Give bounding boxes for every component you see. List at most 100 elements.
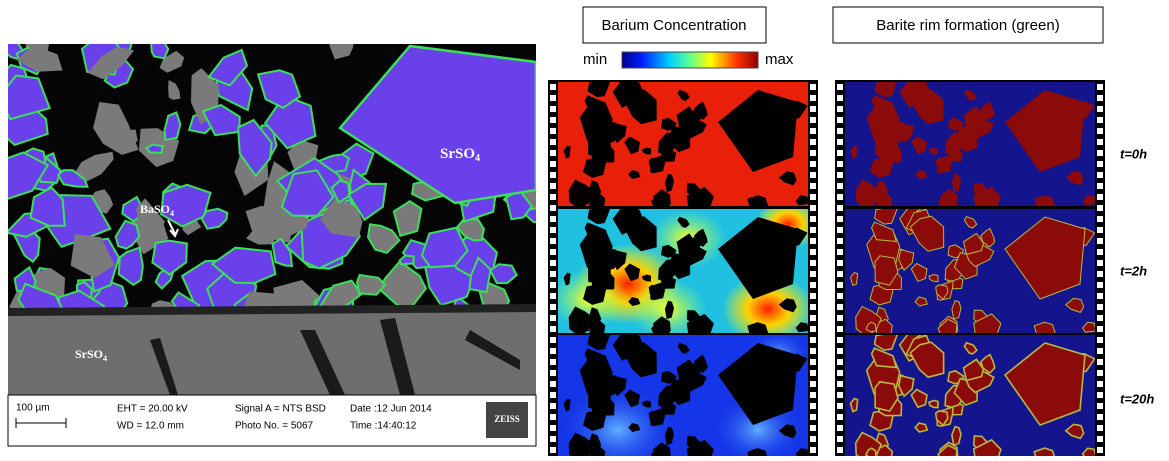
sim-panel: [558, 78, 809, 223]
sem-image: [0, 27, 556, 398]
film-hole: [837, 249, 843, 255]
info-text: Signal A = NTS BSD: [235, 404, 326, 415]
logo-text: ZEISS: [494, 414, 520, 424]
film-hole: [1097, 216, 1103, 222]
film-hole: [837, 403, 843, 409]
film-hole: [837, 447, 843, 453]
film-hole: [837, 139, 843, 145]
film-hole: [550, 238, 556, 244]
film-hole: [810, 425, 816, 431]
film-hole: [810, 128, 816, 134]
info-text: WD = 12.0 mm: [117, 421, 184, 432]
film-hole: [1097, 447, 1103, 453]
film-hole: [837, 216, 843, 222]
rim-label: BaSO4: [140, 202, 174, 218]
film-hole: [550, 194, 556, 200]
film-hole: [1097, 84, 1103, 90]
film-hole: [837, 260, 843, 266]
label-sub: 4: [475, 153, 480, 164]
film-hole: [550, 139, 556, 145]
film-hole: [1097, 172, 1103, 178]
film-hole: [1097, 304, 1103, 310]
film-hole: [837, 293, 843, 299]
info-text: Time :14:40:12: [350, 421, 417, 432]
film-hole: [810, 370, 816, 376]
film-hole: [837, 227, 843, 233]
film-hole: [1097, 161, 1103, 167]
film-hole: [1097, 260, 1103, 266]
film-hole: [810, 117, 816, 123]
film-hole: [810, 359, 816, 365]
sim-panel: [845, 78, 1096, 223]
film-hole: [1097, 436, 1103, 442]
film-hole: [550, 293, 556, 299]
film-hole: [1097, 271, 1103, 277]
film-hole: [550, 84, 556, 90]
film-hole: [550, 249, 556, 255]
film-hole: [837, 238, 843, 244]
figure: SrSO4 BaSO4 SrSO4 100 µm EHT = 20.00 kV …: [0, 0, 1169, 456]
film-hole: [810, 194, 816, 200]
film-hole: [810, 172, 816, 178]
film-hole: [550, 128, 556, 134]
film-hole: [1097, 128, 1103, 134]
film-hole: [810, 216, 816, 222]
film-hole: [837, 106, 843, 112]
film-hole: [550, 359, 556, 365]
film-hole: [810, 271, 816, 277]
film-hole: [837, 414, 843, 420]
time-label: t=2h: [1120, 263, 1147, 278]
film-hole: [837, 95, 843, 101]
time-label: t=0h: [1120, 146, 1147, 161]
film-hole: [810, 348, 816, 354]
scale-label: 100 µm: [16, 403, 50, 414]
label-text: SrSO: [440, 146, 475, 162]
film-hole: [837, 436, 843, 442]
film-hole: [837, 194, 843, 200]
sim-panel: [549, 199, 821, 349]
film-hole: [550, 216, 556, 222]
film-hole: [837, 337, 843, 343]
film-hole: [1097, 414, 1103, 420]
film-hole: [550, 392, 556, 398]
film-hole: [1097, 117, 1103, 123]
film-hole: [1097, 205, 1103, 211]
film-hole: [810, 381, 816, 387]
film-hole: [550, 403, 556, 409]
film-hole: [550, 183, 556, 189]
film-hole: [837, 150, 843, 156]
film-hole: [810, 260, 816, 266]
grain: [146, 145, 163, 153]
film-hole: [810, 282, 816, 288]
film-hole: [810, 106, 816, 112]
film-hole: [810, 249, 816, 255]
film-hole: [550, 161, 556, 167]
film-hole: [810, 392, 816, 398]
film-hole: [1097, 315, 1103, 321]
film-hole: [837, 128, 843, 134]
info-text: Photo No. = 5067: [235, 421, 314, 432]
info-text: Date :12 Jun 2014: [350, 404, 432, 415]
label-sub: 4: [170, 209, 174, 218]
film-hole: [1097, 348, 1103, 354]
time-label: t=20h: [1120, 391, 1154, 406]
film-hole: [1097, 194, 1103, 200]
film-hole: [837, 370, 843, 376]
film-hole: [1097, 238, 1103, 244]
label-text: SrSO: [75, 347, 103, 361]
film-hole: [837, 282, 843, 288]
film-hole: [1097, 370, 1103, 376]
film-hole: [837, 315, 843, 321]
film-hole: [550, 414, 556, 420]
film-hole: [810, 139, 816, 145]
film-hole: [1097, 139, 1103, 145]
film-hole: [1097, 282, 1103, 288]
film-hole: [1097, 106, 1103, 112]
panel-title: Barium Concentration: [601, 17, 746, 34]
film-hole: [837, 304, 843, 310]
film-hole: [810, 326, 816, 332]
film-hole: [1097, 425, 1103, 431]
film-hole: [1097, 293, 1103, 299]
film-hole: [1097, 150, 1103, 156]
film-hole: [810, 447, 816, 453]
